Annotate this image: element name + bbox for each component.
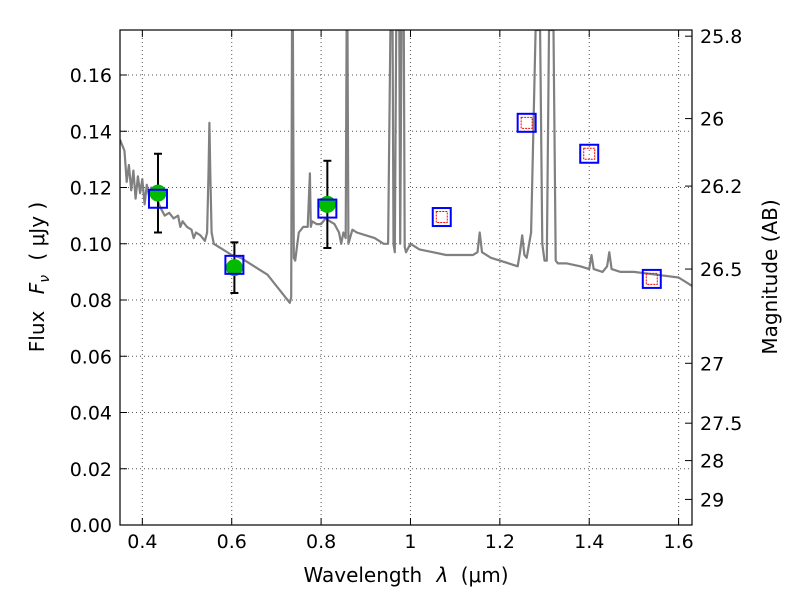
- y-tick-label: 0.14: [70, 121, 112, 143]
- predicted-mag-square: [645, 272, 658, 285]
- observed-point: [149, 184, 167, 202]
- x-tick-label: 0.8: [306, 531, 336, 553]
- predicted-mag-square: [520, 116, 533, 129]
- y2-axis-title: Magnitude (AB): [758, 199, 782, 354]
- y2-tick-label: 29: [700, 489, 724, 511]
- grid-layer: [120, 30, 692, 526]
- y2-tick-label: 27: [700, 353, 724, 375]
- y2-tick-label: 28: [700, 451, 724, 473]
- y-tick-label: 0.12: [70, 178, 112, 200]
- marker-layer: [147, 112, 662, 294]
- y-tick-label: 0.02: [70, 459, 112, 481]
- y2-tick-label: 26.5: [700, 259, 742, 281]
- model-band-square: [641, 268, 662, 289]
- y-tick-label: 0.00: [70, 515, 112, 537]
- x-tick-label: 0.4: [127, 531, 157, 553]
- model-band-square: [147, 188, 168, 209]
- predicted-mag-square: [435, 211, 448, 224]
- model-sed-layer: [120, 30, 692, 304]
- model-band-square: [431, 207, 452, 228]
- predicted-mag-square: [583, 147, 596, 160]
- model-band-square: [516, 112, 537, 133]
- model-band-square: [317, 198, 338, 219]
- model-band-square: [224, 254, 245, 275]
- y-tick-label: 0.06: [70, 346, 112, 368]
- y-tick-label: 0.08: [70, 290, 112, 312]
- model-band-square: [579, 143, 600, 164]
- y2-tick-label: 27.5: [700, 413, 742, 435]
- x-tick-label: 1.4: [574, 531, 604, 553]
- y2-tick-label: 26.2: [700, 176, 742, 198]
- plot-frame: [119, 29, 693, 526]
- y2-tick-label: 25.8: [700, 26, 742, 48]
- x-tick-label: 1.2: [485, 531, 515, 553]
- y-tick-label: 0.10: [70, 234, 112, 256]
- x-tick-label: 0.6: [217, 531, 247, 553]
- y-axis-title: Flux Fν ( μJy ): [25, 202, 54, 352]
- x-tick-label: 1: [404, 531, 416, 553]
- x-tick-label: 1.6: [663, 531, 693, 553]
- y2-tick-label: 26: [700, 109, 724, 131]
- model-sed-line: [120, 30, 692, 304]
- y-tick-label: 0.16: [70, 65, 112, 87]
- axis-layer: 0.4 0.6 0.8 1 1.2 1.4 1.6 0.00 0.02 0.04 0.06 0.08 0…: [70, 26, 743, 553]
- y-tick-label: 0.04: [70, 403, 112, 425]
- x-axis-title: Wavelength λ (μm): [303, 563, 508, 587]
